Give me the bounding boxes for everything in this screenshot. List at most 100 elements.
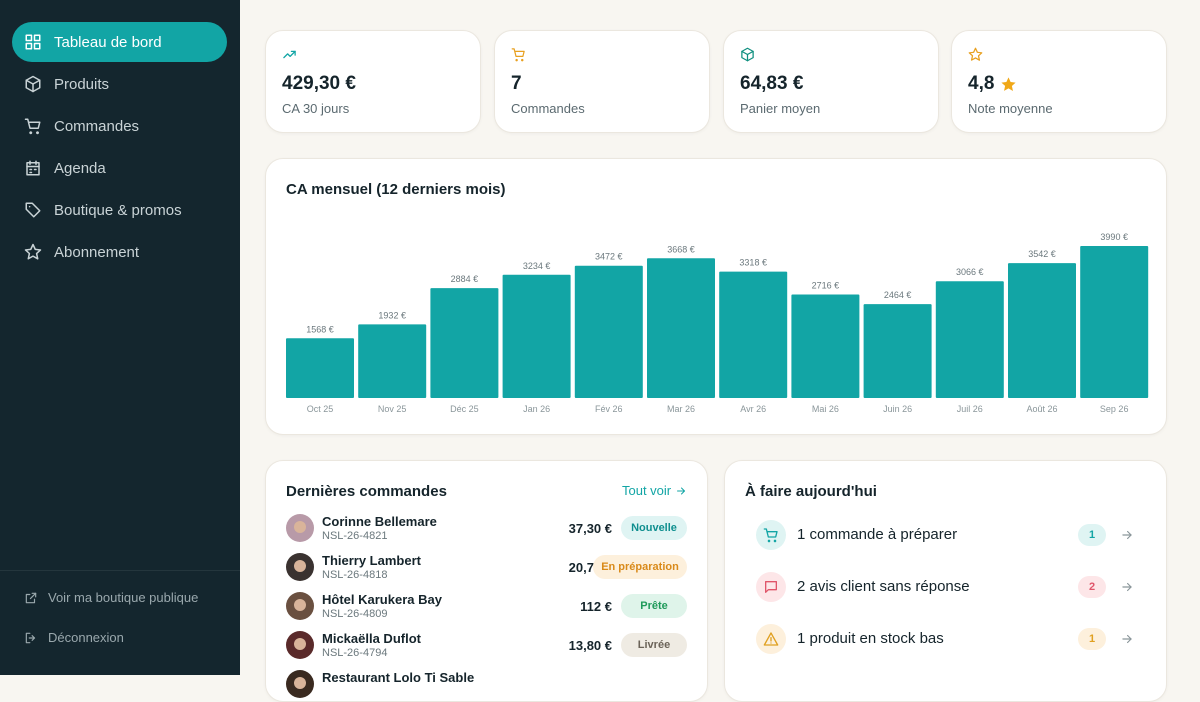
order-ref: NSL-26-4821 (322, 530, 388, 542)
kpi-card: 64,83 € Panier moyen (723, 30, 939, 133)
todo-icon (756, 520, 786, 550)
icon (1122, 582, 1132, 592)
icon-path (1127, 582, 1132, 592)
icon-path (283, 50, 296, 59)
bar (863, 304, 932, 398)
status-badge: En préparation (593, 555, 687, 579)
order-name: Mickaëlla Duflot (322, 631, 421, 646)
nav-label: Boutique & promos (54, 201, 182, 219)
icon (741, 47, 754, 62)
nav-item[interactable]: Tableau de bord (12, 22, 227, 62)
icon (25, 75, 41, 93)
icon (765, 581, 777, 593)
nav-label: Tableau de bord (54, 33, 162, 51)
icon-path (25, 42, 33, 50)
icon (25, 202, 41, 218)
kpi-value: 7 (511, 73, 522, 95)
bar-value-label: 3668 € (667, 244, 695, 254)
icon-path (25, 632, 31, 643)
avatar-face (294, 521, 306, 533)
kpi-label: Panier moyen (740, 101, 821, 116)
icon (1122, 634, 1132, 644)
avatar (286, 514, 314, 542)
chart-title: CA mensuel (12 derniers mois) (286, 181, 506, 198)
avatar-face (294, 599, 306, 611)
icon (763, 528, 778, 543)
nav-item[interactable]: Produits (12, 64, 227, 104)
x-tick-label: Sep 26 (1100, 404, 1129, 414)
x-tick-label: Août 26 (1026, 404, 1057, 414)
kpi-value-text: 7 (511, 73, 522, 94)
icon-path (36, 131, 39, 135)
nav-item[interactable]: Agenda (12, 148, 227, 188)
icon (25, 632, 36, 643)
kpi-card: 4,8 Note moyenne (951, 30, 1167, 133)
icon-path (1127, 634, 1132, 644)
nav-item[interactable]: Boutique & promos (12, 190, 227, 230)
bar-value-label: 3990 € (1100, 232, 1128, 242)
x-tick-label: Juin 26 (883, 404, 912, 414)
todo-item[interactable]: 2 avis client sans réponse 2 (725, 571, 1166, 603)
bar-value-label: 3066 € (956, 267, 984, 277)
kpi-label: CA 30 jours (282, 101, 350, 116)
icon (1122, 530, 1132, 540)
footer-label: Déconnexion (48, 630, 124, 645)
kpi-value-text: 4,8 (968, 73, 995, 94)
see-all-link[interactable]: Tout voir (622, 483, 687, 498)
icon (25, 592, 37, 603)
order-name: Thierry Lambert (322, 553, 421, 568)
x-tick-label: Mai 26 (812, 404, 839, 414)
icon (26, 160, 40, 176)
nav-label: Produits (54, 75, 110, 93)
icon (677, 487, 686, 494)
bar (430, 288, 499, 398)
todo-count: 2 (1078, 576, 1106, 598)
nav-item[interactable]: Commandes (12, 106, 227, 146)
icon-path (765, 581, 777, 593)
x-tick-label: Oct 25 (307, 404, 334, 414)
order-ref: NSL-26-4818 (322, 569, 388, 581)
bar-value-label: 3542 € (1028, 249, 1056, 259)
icon (283, 50, 296, 59)
order-name: Corinne Bellemare (322, 514, 437, 529)
todo-label: 1 produit en stock bas (797, 630, 944, 647)
order-name: Hôtel Karukera Bay (322, 592, 442, 607)
icon-path (773, 539, 777, 543)
kpi-card: 429,30 € CA 30 jours (265, 30, 481, 133)
icon (24, 243, 42, 260)
kpi-label: Commandes (511, 101, 585, 116)
order-ref: NSL-26-4794 (322, 647, 388, 659)
star-icon (1001, 76, 1017, 91)
todo-card: À faire aujourd'hui 1 commande à préparer… (724, 460, 1167, 702)
divider (0, 570, 240, 571)
icon-path (515, 58, 518, 62)
avatar (286, 631, 314, 659)
todo-count: 1 (1078, 628, 1106, 650)
main: 429,30 € CA 30 jours 7 Commandes 64,83 € Pani… (240, 0, 1200, 702)
kpi-value-text: 64,83 € (740, 73, 804, 94)
bar (791, 294, 860, 398)
footer-link[interactable]: Déconnexion (24, 630, 124, 645)
avatar (286, 592, 314, 620)
todo-item[interactable]: 1 produit en stock bas 1 (725, 623, 1166, 655)
footer-label: Voir ma boutique publique (48, 590, 199, 605)
kpi-card: 7 Commandes (494, 30, 710, 133)
x-tick-label: Mar 26 (667, 404, 695, 414)
todo-item[interactable]: 1 commande à préparer 1 (725, 519, 1166, 551)
icon-path (968, 47, 983, 61)
x-tick-label: Déc 25 (450, 404, 479, 414)
order-amount: 37,30 € (568, 521, 612, 536)
bar-value-label: 1932 € (378, 310, 406, 320)
bar (502, 274, 571, 398)
bar-value-label: 1568 € (306, 324, 334, 334)
footer-link[interactable]: Voir ma boutique publique (24, 590, 198, 605)
nav-item[interactable]: Abonnement (12, 232, 227, 272)
icon-path (24, 118, 41, 129)
bar (574, 265, 643, 398)
icon-path (511, 48, 525, 57)
icon-path (25, 593, 36, 603)
status-badge: Livrée (621, 633, 687, 657)
todo-label: 1 commande à préparer (797, 526, 958, 543)
chart-card: CA mensuel (12 derniers mois) 1568 € Oct 2… (265, 158, 1167, 435)
